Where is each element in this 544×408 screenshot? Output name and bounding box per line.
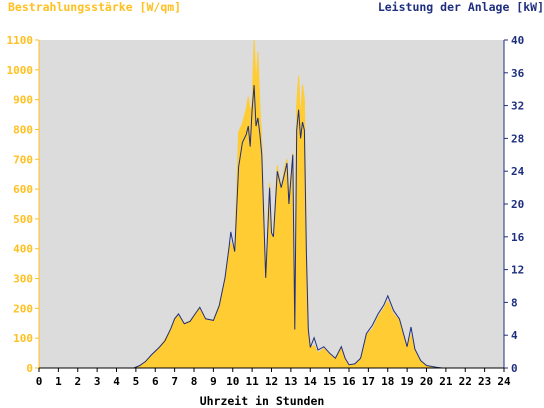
series-layer — [39, 39, 504, 369]
x-tick-label: 2 — [74, 375, 81, 388]
x-tick-label: 18 — [381, 375, 394, 388]
left-axis-title: Bestrahlungsstärke [W/qm] — [8, 0, 181, 14]
y-left-tick-label: 600 — [13, 183, 33, 196]
y-right-tick-label: 0 — [511, 362, 518, 375]
y-left-tick-label: 700 — [13, 153, 33, 166]
y-right-tick-label: 24 — [511, 165, 525, 178]
x-tick-label: 7 — [171, 375, 178, 388]
x-tick-label: 9 — [210, 375, 217, 388]
x-tick-label: 14 — [304, 375, 318, 388]
x-tick-label: 5 — [133, 375, 140, 388]
axes-layer: 0100200300400500600700800900100011000481… — [7, 34, 525, 388]
y-right-tick-label: 20 — [511, 198, 524, 211]
y-left-tick-label: 200 — [13, 302, 33, 315]
y-left-tick-label: 400 — [13, 243, 33, 256]
x-tick-label: 11 — [246, 375, 260, 388]
y-left-tick-label: 800 — [13, 123, 33, 136]
y-left-tick-label: 0 — [26, 362, 33, 375]
x-tick-label: 24 — [497, 375, 511, 388]
x-tick-label: 4 — [113, 375, 120, 388]
y-right-tick-label: 4 — [511, 329, 518, 342]
series-power-line — [39, 85, 504, 369]
y-right-tick-label: 28 — [511, 132, 524, 145]
y-left-tick-label: 1100 — [7, 34, 34, 47]
x-tick-label: 15 — [323, 375, 336, 388]
x-tick-label: 3 — [94, 375, 101, 388]
x-tick-label: 19 — [401, 375, 414, 388]
x-tick-label: 6 — [152, 375, 159, 388]
y-right-tick-label: 36 — [511, 67, 525, 80]
x-tick-label: 23 — [478, 375, 491, 388]
right-axis-title: Leistung der Anlage [kW] — [378, 0, 544, 14]
y-left-tick-label: 1000 — [7, 64, 34, 77]
y-right-tick-label: 8 — [511, 296, 518, 309]
y-left-tick-label: 300 — [13, 273, 33, 286]
x-tick-label: 20 — [420, 375, 433, 388]
y-right-tick-label: 32 — [511, 100, 524, 113]
x-tick-label: 17 — [362, 375, 375, 388]
y-left-tick-label: 500 — [13, 213, 33, 226]
x-tick-label: 22 — [459, 375, 472, 388]
y-right-tick-label: 12 — [511, 264, 524, 277]
x-tick-label: 13 — [284, 375, 297, 388]
x-tick-label: 12 — [265, 375, 278, 388]
x-tick-label: 1 — [55, 375, 62, 388]
x-tick-label: 0 — [36, 375, 43, 388]
y-left-tick-label: 100 — [13, 332, 33, 345]
x-axis-label: Uhrzeit in Stunden — [200, 394, 325, 408]
y-left-tick-label: 900 — [13, 94, 33, 107]
x-tick-label: 10 — [226, 375, 239, 388]
x-tick-label: 21 — [439, 375, 453, 388]
y-right-tick-label: 40 — [511, 34, 524, 47]
x-tick-label: 16 — [342, 375, 356, 388]
y-right-tick-label: 16 — [511, 231, 525, 244]
x-tick-label: 8 — [191, 375, 198, 388]
